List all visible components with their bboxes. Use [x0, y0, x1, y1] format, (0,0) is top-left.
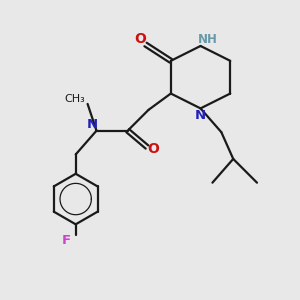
- Text: N: N: [195, 109, 206, 122]
- Text: N: N: [86, 118, 98, 130]
- Text: O: O: [148, 142, 160, 155]
- Text: F: F: [61, 234, 71, 247]
- Text: O: O: [134, 32, 146, 46]
- Text: CH₃: CH₃: [65, 94, 85, 103]
- Text: NH: NH: [198, 33, 218, 46]
